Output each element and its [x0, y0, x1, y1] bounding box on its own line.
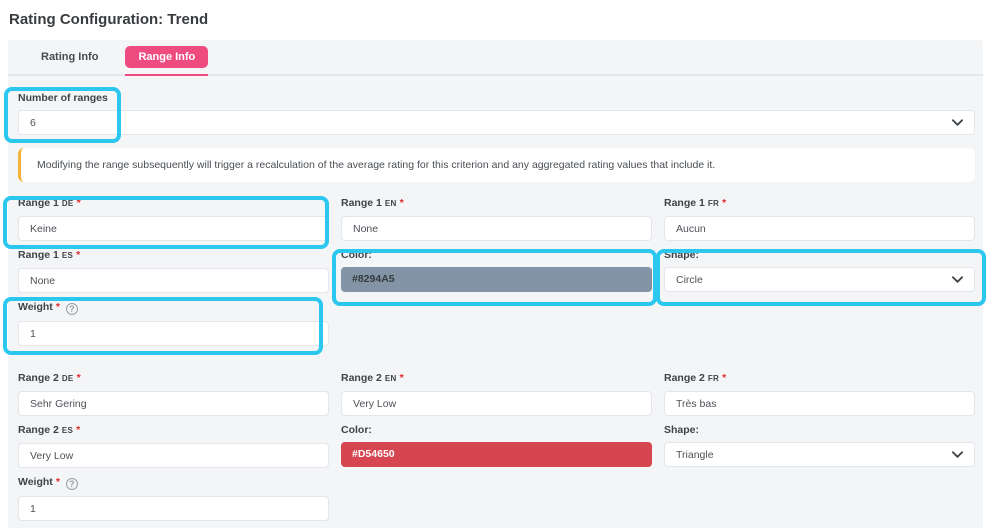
field-range2-color: Color: #D54650	[341, 424, 652, 468]
field-label: Range 1	[18, 197, 59, 209]
tab-bar: Rating Info Range Info	[8, 40, 983, 76]
required-marker: *	[76, 372, 81, 384]
required-marker: *	[722, 372, 727, 384]
field-range2-fr: Range 2 FR *	[664, 372, 975, 416]
tab-rating-info[interactable]: Rating Info	[41, 51, 99, 63]
range2-color-swatch[interactable]: #D54650	[341, 442, 652, 467]
number-of-ranges-label: Number of ranges	[18, 92, 108, 104]
range-1-block: Range 1DE* Range 1EN* Range 1FR* Range 1…	[18, 197, 975, 346]
range-info-content: Number of ranges 6 Modifying the range s…	[8, 92, 983, 521]
field-label: Range 2	[18, 424, 59, 436]
range2-de-input[interactable]	[18, 391, 329, 416]
range2-en-input[interactable]	[341, 391, 652, 416]
range1-fr-input[interactable]	[664, 216, 975, 241]
field-range2-shape: Shape: Triangle	[664, 424, 975, 468]
range1-color-swatch[interactable]: #8294A5	[341, 267, 652, 292]
field-label: Range 1	[341, 197, 382, 209]
lang-code: DE	[61, 374, 74, 383]
field-label: Range 1	[18, 249, 59, 261]
range1-shape-select[interactable]: Circle	[664, 267, 975, 292]
required-marker: *	[399, 372, 404, 384]
color-label: Color:	[341, 424, 372, 436]
help-icon[interactable]: ?	[65, 303, 78, 315]
config-panel: Rating Info Range Info Number of ranges …	[8, 40, 983, 528]
help-icon[interactable]: ?	[65, 478, 78, 490]
field-label: Weight	[18, 301, 53, 313]
range2-es-input[interactable]	[18, 443, 329, 468]
required-marker: *	[76, 424, 81, 436]
required-marker: *	[55, 301, 60, 313]
range-2-block: Range 2DE* Range 2EN* Range 2FR* Range 2…	[18, 372, 975, 521]
field-range1-shape: Shape: Circle	[664, 249, 975, 293]
field-range1-es: Range 1 ES *	[18, 249, 329, 293]
required-marker: *	[722, 197, 727, 209]
range2-weight-input[interactable]	[18, 496, 329, 521]
shape-label: Shape:	[664, 249, 700, 261]
lang-code: FR	[707, 199, 720, 208]
field-range2-weight: Weight *?	[18, 476, 329, 521]
field-range1-en: Range 1 EN *	[341, 197, 652, 241]
lang-code: ES	[61, 426, 74, 435]
number-of-ranges-field: Number of ranges 6	[18, 92, 975, 135]
field-range1-color: Color: #8294A5	[341, 249, 652, 293]
range1-es-input[interactable]	[18, 268, 329, 293]
field-label: Range 1	[664, 197, 705, 209]
page-title: Rating Configuration: Trend	[9, 11, 209, 28]
field-label: Weight	[18, 476, 53, 488]
range2-shape-select[interactable]: Triangle	[664, 442, 975, 467]
range1-weight-input[interactable]	[18, 321, 329, 346]
range1-shape-value: Circle	[676, 273, 703, 286]
chevron-down-icon	[952, 118, 963, 126]
field-label: Range 2	[341, 372, 382, 384]
lang-code: EN	[384, 374, 397, 383]
field-range1-de: Range 1 DE *	[18, 197, 329, 241]
range2-shape-value: Triangle	[676, 448, 714, 461]
lang-code: EN	[384, 199, 397, 208]
lang-code: FR	[707, 374, 720, 383]
field-label: Range 2	[664, 372, 705, 384]
lang-code: DE	[61, 199, 74, 208]
lang-code: ES	[61, 251, 74, 260]
field-range2-de: Range 2 DE *	[18, 372, 329, 416]
tab-range-info[interactable]: Range Info	[125, 46, 209, 76]
chevron-down-icon	[952, 450, 963, 458]
range1-en-input[interactable]	[341, 216, 652, 241]
field-range1-weight: Weight *?	[18, 301, 329, 346]
required-marker: *	[55, 476, 60, 488]
field-label: Range 2	[18, 372, 59, 384]
field-range2-es: Range 2 ES *	[18, 424, 329, 468]
required-marker: *	[76, 197, 81, 209]
field-range2-en: Range 2 EN *	[341, 372, 652, 416]
required-marker: *	[76, 249, 81, 261]
range2-fr-input[interactable]	[664, 391, 975, 416]
number-of-ranges-select[interactable]: 6	[18, 110, 975, 135]
number-of-ranges-value: 6	[30, 116, 36, 129]
required-marker: *	[399, 197, 404, 209]
field-range1-fr: Range 1 FR *	[664, 197, 975, 241]
shape-label: Shape:	[664, 424, 700, 436]
chevron-down-icon	[952, 275, 963, 283]
range1-de-input[interactable]	[18, 216, 329, 241]
color-label: Color:	[341, 249, 372, 261]
recalculation-warning: Modifying the range subsequently will tr…	[18, 148, 975, 182]
